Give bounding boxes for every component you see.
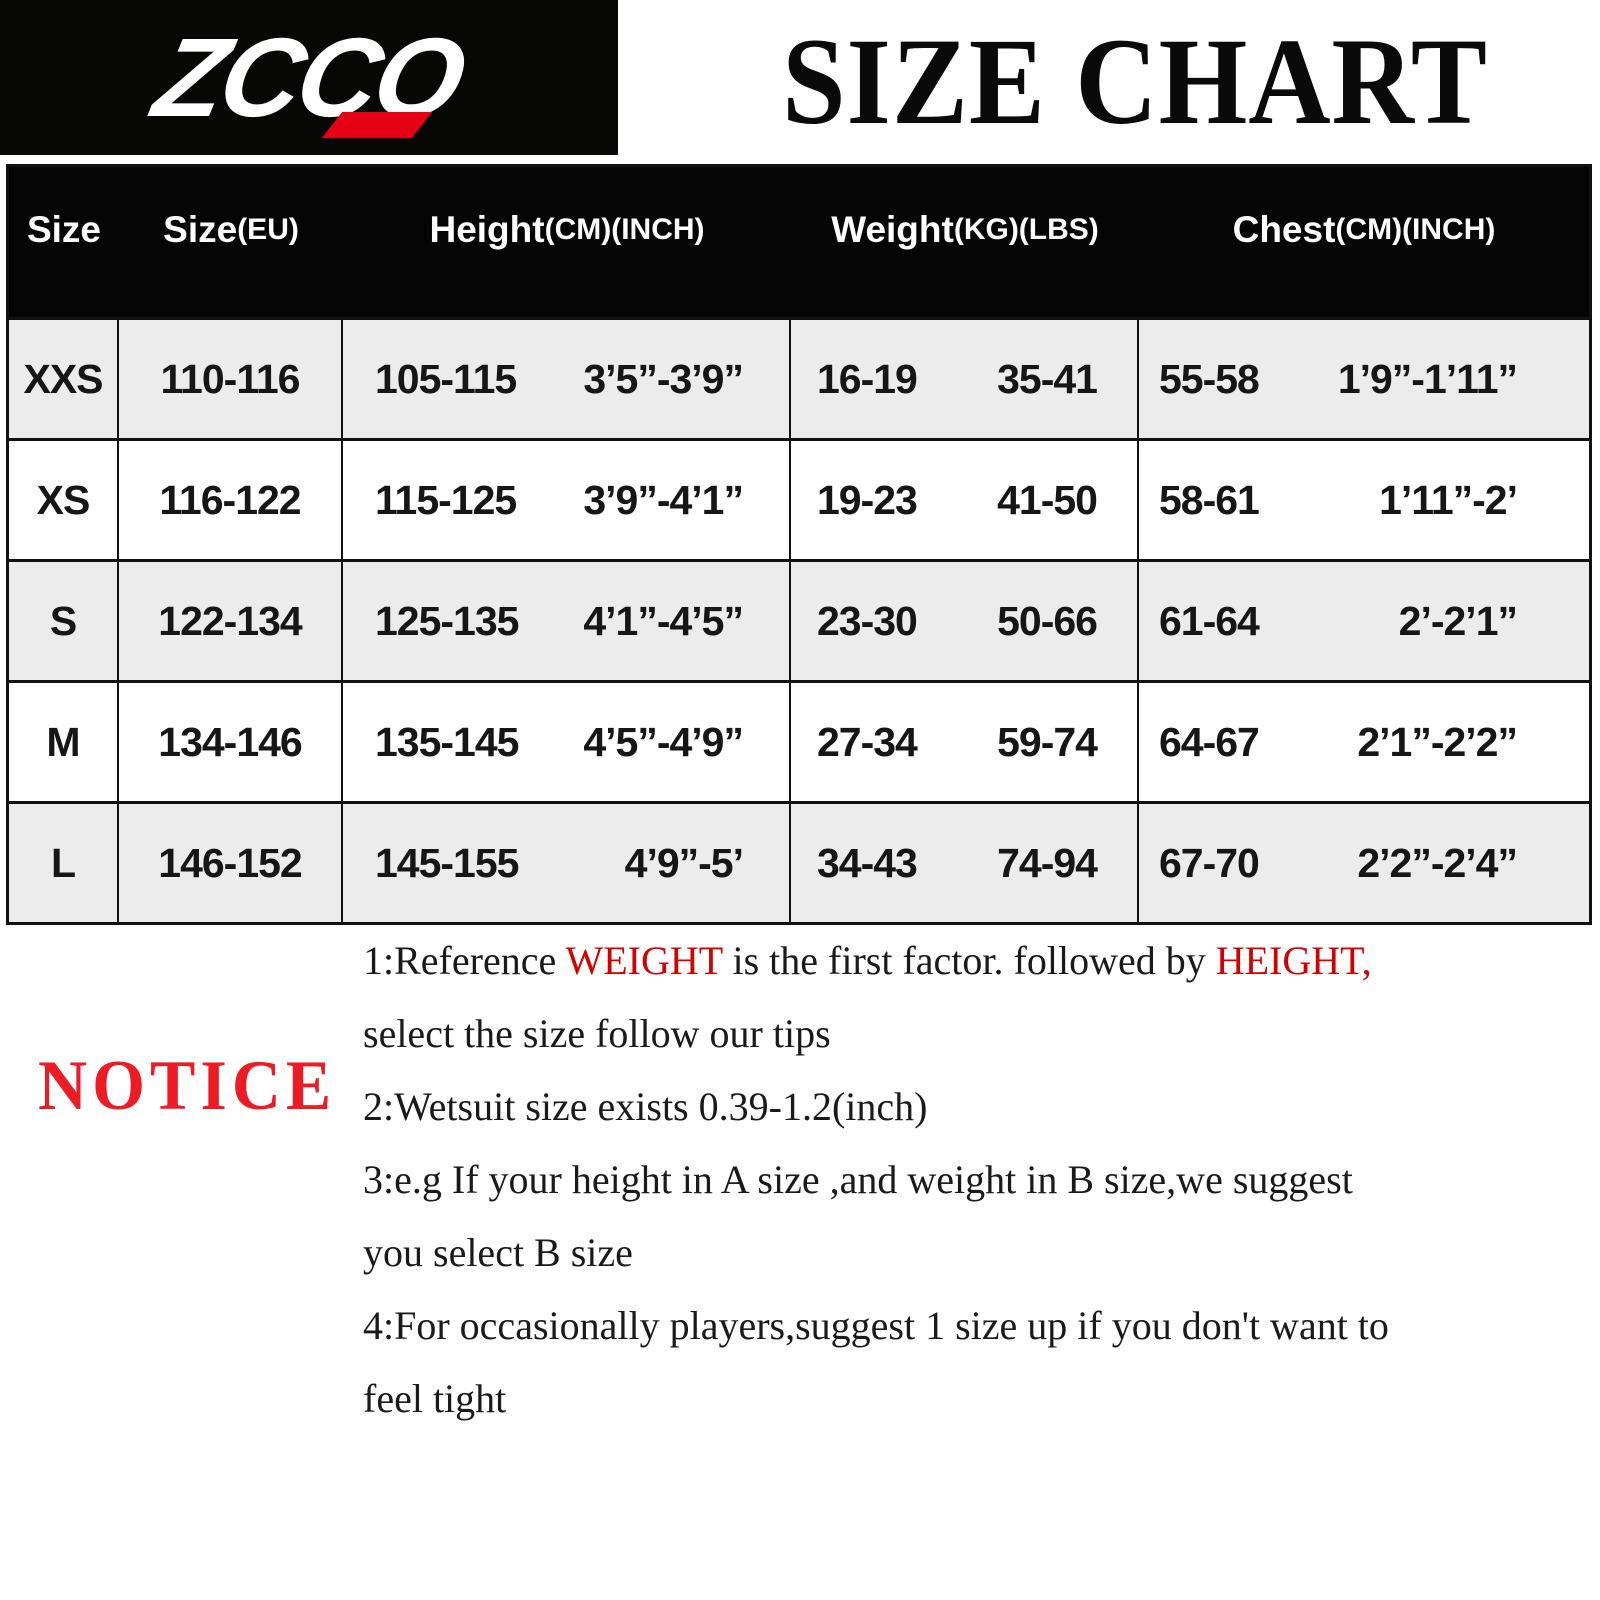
cell-height-inch: 4’1”-4’5” [583,597,744,644]
cell-height-inch: 4’5”-4’9” [583,718,744,765]
cell-size: XXS [9,320,119,438]
cell-height: 135-145 4’5”-4’9” [343,683,791,801]
cell-size: XS [9,441,119,559]
cell-chest: 55-58 1’9”-1’11” [1139,320,1589,438]
cell-weight: 23-30 50-66 [791,562,1139,680]
column-header-size: Size [9,155,119,305]
cell-weight: 16-19 35-41 [791,320,1139,438]
cell-size-eu: 134-146 [119,683,343,801]
cell-weight-lbs: 59-74 [997,718,1098,765]
cell-chest-inch: 1’9”-1’11” [1337,355,1518,402]
cell-height-cm: 115-125 [375,476,517,523]
size-table: Size Size (EU) Height (CM)(INCH) Weight (KG… [6,164,1592,925]
cell-weight-lbs: 50-66 [997,597,1098,644]
cell-height: 115-125 3’9”-4’1” [343,441,791,559]
cell-chest-cm: 64-67 [1159,718,1260,765]
cell-chest-cm: 67-70 [1159,839,1260,886]
header-label: Weight [831,209,954,250]
table-header-row: Size Size (EU) Height (CM)(INCH) Weight (KG… [9,167,1589,317]
table-row-m: M 134-146 135-145 4’5”-4’9” 27-34 59-74 … [9,680,1589,801]
cell-size-eu: 110-116 [119,320,343,438]
cell-weight: 34-43 74-94 [791,804,1139,922]
cell-chest-cm: 58-61 [1159,476,1260,523]
column-header-weight: Weight (KG)(LBS) [791,155,1139,305]
cell-weight: 27-34 59-74 [791,683,1139,801]
note-line-2: select the size follow our tips [363,1011,831,1056]
note-line-3: 2:Wetsuit size exists 0.39-1.2(inch) [363,1084,928,1129]
note-line-5: you select B size [363,1230,633,1275]
brand-logo: ZCCO [0,0,618,155]
header-label: Size [163,209,238,250]
cell-chest-cm: 55-58 [1159,355,1260,402]
cell-weight-lbs: 74-94 [997,839,1098,886]
cell-height-cm: 105-115 [375,355,517,402]
notice-notes: 1:Reference WEIGHT is the first factor. … [363,924,1563,1435]
note-red-word-weight: WEIGHT [565,938,723,983]
cell-weight-kg: 34-43 [817,839,918,886]
cell-chest: 61-64 2’-2’1” [1139,562,1589,680]
cell-size: M [9,683,119,801]
column-header-chest: Chest (CM)(INCH) [1139,155,1589,305]
cell-weight-kg: 23-30 [817,597,918,644]
cell-chest: 58-61 1’11”-2’ [1139,441,1589,559]
notice-label: NOTICE [38,1045,337,1125]
cell-weight-kg: 16-19 [817,355,918,402]
cell-height-cm: 135-145 [375,718,519,765]
cell-height: 125-135 4’1”-4’5” [343,562,791,680]
header-label: Chest [1232,209,1336,250]
header-label: Height [429,209,545,250]
column-header-size-eu: Size (EU) [119,155,343,305]
column-header-height: Height (CM)(INCH) [343,155,791,305]
cell-chest-inch: 1’11”-2’ [1379,476,1518,523]
brand-logo-text: ZCCO [145,15,473,140]
cell-height: 145-155 4’9”-5’ [343,804,791,922]
header-units: (EU) [237,213,299,246]
cell-chest: 67-70 2’2”-2’4” [1139,804,1589,922]
note-line-7: feel tight [363,1376,507,1421]
cell-weight-kg: 19-23 [817,476,918,523]
cell-height-inch: 3’5”-3’9” [583,355,744,402]
table-row-s: S 122-134 125-135 4’1”-4’5” 23-30 50-66 … [9,559,1589,680]
table-row-xs: XS 116-122 115-125 3’9”-4’1” 19-23 41-50… [9,438,1589,559]
cell-height-cm: 125-135 [375,597,519,644]
cell-chest-inch: 2’1”-2’2” [1357,718,1518,765]
cell-weight-lbs: 41-50 [997,476,1098,523]
header-label: Size [26,209,102,250]
cell-size: S [9,562,119,680]
cell-height-inch: 3’9”-4’1” [583,476,744,523]
cell-weight: 19-23 41-50 [791,441,1139,559]
cell-chest: 64-67 2’1”-2’2” [1139,683,1589,801]
note-text: 1:Reference [363,938,566,983]
cell-height: 105-115 3’5”-3’9” [343,320,791,438]
cell-chest-inch: 2’-2’1” [1398,597,1518,644]
cell-weight-lbs: 35-41 [997,355,1098,402]
page-title: SIZE CHART [782,13,1488,150]
cell-height-inch: 4’9”-5’ [624,839,744,886]
cell-height-cm: 145-155 [375,839,519,886]
cell-size-eu: 116-122 [119,441,343,559]
table-row-xxs: XXS 110-116 105-115 3’5”-3’9” 16-19 35-4… [9,317,1589,438]
header-units: (CM)(INCH) [1335,213,1496,246]
note-text: is the first factor. followed by [722,938,1216,983]
note-line-6: 4:For occasionally players,suggest 1 siz… [363,1303,1389,1348]
note-red-word-height: HEIGHT, [1215,938,1372,983]
cell-size: L [9,804,119,922]
header-units: (KG)(LBS) [953,213,1099,246]
cell-chest-inch: 2’2”-2’4” [1357,839,1518,886]
note-line-4: 3:e.g If your height in A size ,and weig… [363,1157,1353,1202]
cell-weight-kg: 27-34 [817,718,918,765]
header-units: (CM)(INCH) [544,213,705,246]
note-line-1: 1:Reference WEIGHT is the first factor. … [363,924,1563,997]
cell-chest-cm: 61-64 [1159,597,1260,644]
cell-size-eu: 146-152 [119,804,343,922]
cell-size-eu: 122-134 [119,562,343,680]
table-row-l: L 146-152 145-155 4’9”-5’ 34-43 74-94 67… [9,801,1589,922]
